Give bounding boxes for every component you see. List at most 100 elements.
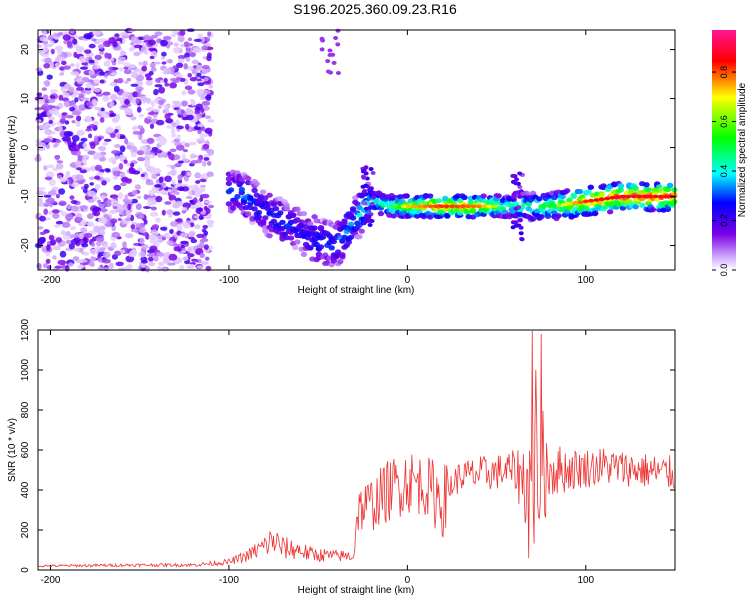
spectrogram-ridge-core (449, 204, 455, 209)
spectrogram-noise-cell (325, 59, 331, 64)
spectrogram-ridge-core (400, 204, 407, 209)
spectrogram-noise-cell (156, 252, 165, 257)
spectrogram-ridge-cell (347, 234, 355, 240)
spectrogram-noise-cell (179, 43, 185, 48)
spectrogram-noise-cell (36, 92, 43, 97)
spectrogram-noise-cell (88, 261, 95, 267)
spectrogram-ridge-cell (520, 191, 526, 196)
spectrogram-noise-cell (201, 45, 209, 51)
spectrogram-noise-cell (101, 180, 107, 186)
spectrogram-noise-cell (180, 250, 187, 254)
spectrogram-noise-cell (92, 29, 101, 36)
spectrogram-noise-cell (118, 163, 124, 170)
spectrogram-noise-cell (114, 250, 122, 256)
spectrogram-noise-cell (112, 176, 119, 180)
spectrogram-noise-cell (154, 61, 161, 65)
spectrogram-noise-cell (44, 80, 51, 87)
spectrogram-y-tick-label: -20 (20, 238, 31, 253)
spectrogram-ridge-cell (247, 195, 254, 201)
spectrogram-ridge-cell (510, 220, 516, 225)
spectrogram-noise-cell (184, 52, 191, 59)
spectrogram-ridge-core (577, 200, 584, 204)
spectrogram-ridge-cell (403, 193, 410, 199)
spectrogram-noise-cell (172, 211, 181, 216)
spectrogram-ridge-cell (230, 205, 237, 211)
spectrogram-noise-cell (110, 242, 117, 249)
spectrogram-noise-cell (201, 65, 210, 70)
spectrogram-ridge-cell (307, 245, 314, 251)
spectrogram-noise-cell (155, 217, 161, 223)
spectrogram-noise-cell (93, 210, 101, 217)
spectrogram-noise-cell (197, 123, 205, 128)
spectrogram-noise-cell (335, 71, 341, 75)
spectrogram-noise-cell (152, 109, 160, 113)
spectrogram-noise-cell (93, 225, 101, 233)
spectrogram-noise-cell (87, 198, 95, 203)
spectrogram-noise-cell (115, 113, 121, 121)
spectrogram-noise-cell (122, 241, 127, 249)
spectrogram-noise-cell (140, 173, 145, 177)
spectrogram-noise-cell (99, 51, 105, 55)
spectrogram-noise-cell (183, 41, 190, 48)
spectrogram-noise-cell (207, 222, 214, 228)
spectrogram-noise-cell (54, 62, 60, 68)
spectrogram-noise-cell (204, 200, 212, 204)
spectrogram-noise-cell (113, 184, 122, 191)
spectrogram-noise-cell (153, 255, 159, 262)
spectrogram-noise-cell (69, 28, 75, 34)
spectrogram-noise-cell (99, 109, 108, 117)
spectrogram-noise-cell (200, 261, 209, 265)
spectrogram-noise-cell (119, 32, 129, 37)
spectrogram-noise-cell (114, 155, 120, 160)
spectrogram-noise-cell (60, 211, 68, 217)
spectrogram-noise-cell (200, 186, 206, 193)
spectrogram-noise-cell (77, 155, 83, 162)
spectrogram-noise-cell (39, 36, 49, 42)
spectrogram-noise-cell (71, 120, 76, 124)
spectrogram-ridge-core (459, 204, 466, 209)
spectrogram-noise-cell (108, 157, 117, 163)
spectrogram-noise-cell (36, 187, 46, 191)
spectrogram-ridge-cell (510, 194, 516, 199)
spectrogram-ridge-cell (399, 198, 406, 204)
spectrogram-noise-cell (84, 49, 92, 54)
spectrogram-noise-cell (55, 193, 61, 199)
spectrogram-noise-cell (170, 127, 176, 135)
spectrogram-ridge-core (422, 204, 429, 209)
spectrogram-ridge-cell (564, 188, 571, 194)
spectrogram-noise-cell (131, 145, 137, 153)
spectrogram-noise-cell (51, 209, 60, 214)
spectrogram-noise-cell (36, 113, 46, 117)
spectrogram-noise-cell (162, 36, 172, 40)
spectrogram-noise-cell (119, 135, 126, 139)
spectrogram-noise-cell (138, 113, 144, 118)
spectrogram-ridge-core (636, 194, 643, 199)
spectrogram-noise-cell (194, 188, 203, 196)
spectrogram-noise-cell (168, 194, 177, 202)
spectrogram-noise-cell (128, 47, 134, 52)
spectrogram-noise-cell (158, 99, 165, 106)
spectrogram-noise-cell (86, 222, 92, 226)
spectrogram-noise-cell (119, 99, 125, 105)
spectrogram-noise-cell (201, 193, 210, 199)
spectrogram-ridge-cell (277, 196, 284, 202)
spectrogram-noise-cell (135, 223, 142, 228)
spectrogram-noise-cell (119, 145, 126, 153)
spectrogram-noise-cell (137, 82, 143, 86)
spectrogram-noise-cell (81, 62, 89, 66)
spectrogram-noise-cell (177, 35, 185, 43)
spectrogram-noise-cell (199, 197, 204, 202)
spectrogram-ridge-cell (300, 211, 308, 217)
spectrogram-noise-cell (189, 77, 198, 82)
spectrogram-noise-cell (78, 259, 88, 263)
spectrogram-noise-cell (50, 89, 58, 94)
spectrogram-ridge-core (604, 196, 611, 201)
spectrogram-noise-cell (143, 150, 151, 156)
spectrogram-ridge-cell (664, 186, 672, 193)
spectrogram-noise-cell (180, 240, 189, 245)
spectrogram-noise-cell (167, 59, 173, 64)
spectrogram-ridge-cell (529, 216, 537, 222)
spectrogram-noise-cell (203, 157, 210, 161)
spectrogram-noise-cell (169, 148, 177, 152)
